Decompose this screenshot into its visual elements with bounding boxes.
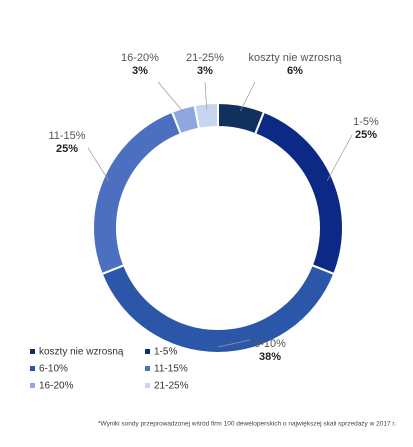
legend-swatch	[145, 366, 150, 371]
donut-segment	[253, 110, 344, 276]
value-label: 25%	[355, 129, 377, 141]
leader-line	[204, 81, 208, 110]
leader-line	[326, 134, 353, 181]
segment-label: koszty nie wzrosną	[249, 52, 343, 64]
legend-label: 1-5%	[154, 347, 177, 358]
donut-segment	[193, 101, 219, 130]
value-label: 25%	[56, 143, 78, 155]
legend-swatch	[30, 366, 35, 371]
legend-label: 21-25%	[154, 381, 189, 392]
legend-swatch	[30, 349, 35, 354]
leader-line	[157, 81, 186, 114]
value-label: 38%	[259, 351, 281, 363]
legend-label: koszty nie wzrosną	[39, 347, 124, 358]
legend-swatch	[145, 349, 150, 354]
leader-line	[239, 81, 256, 112]
value-label: 3%	[197, 65, 213, 77]
legend-label: 6-10%	[39, 364, 68, 375]
value-label: 3%	[132, 65, 148, 77]
leader-line	[87, 147, 110, 181]
leader-line	[217, 339, 251, 348]
legend-swatch	[145, 383, 150, 388]
legend-label: 11-15%	[154, 364, 188, 375]
segment-label: 1-5%	[353, 116, 379, 128]
footnote: *Wyniki sondy przeprowadzonej wśród firm…	[98, 421, 396, 428]
segment-label: 11-15%	[48, 130, 85, 142]
donut-segment	[92, 110, 183, 276]
legend-swatch	[30, 383, 35, 388]
donut-segment	[100, 263, 336, 354]
segment-label: 21-25%	[186, 52, 224, 64]
value-label: 6%	[287, 65, 303, 77]
legend-label: 16-20%	[39, 381, 74, 392]
segment-label: 6-10%	[254, 338, 286, 350]
segment-label: 16-20%	[121, 52, 159, 64]
